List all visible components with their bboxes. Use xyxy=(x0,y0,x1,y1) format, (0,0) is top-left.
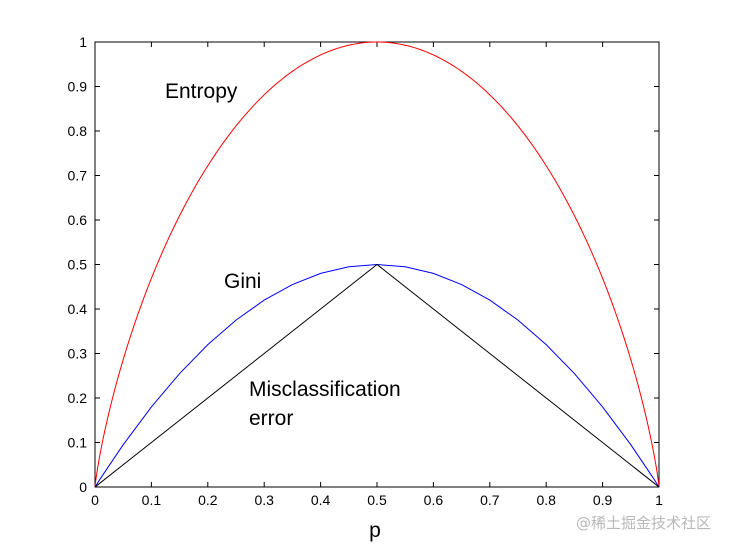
series-entropy xyxy=(94,41,660,488)
y-tick-label: 0 xyxy=(79,479,87,495)
x-tick-label: 0.8 xyxy=(536,492,556,508)
y-tick-label: 0.5 xyxy=(68,257,88,273)
x-tick-label: 0.2 xyxy=(198,492,218,508)
y-tick-label: 0.7 xyxy=(68,168,88,184)
y-tick-label: 0.3 xyxy=(68,346,88,362)
x-tick-label: 0.7 xyxy=(480,492,500,508)
y-tick-label: 0.1 xyxy=(68,435,88,451)
x-tick-label: 1 xyxy=(655,492,663,508)
annotation-misclassification: Misclassification xyxy=(249,378,401,401)
x-tick-label: 0 xyxy=(91,492,99,508)
watermark: @稀土掘金技术社区 xyxy=(576,514,712,532)
x-tick-label: 0.3 xyxy=(254,492,274,508)
x-tick-label: 0.9 xyxy=(593,492,613,508)
annotation-misclassification-error: error xyxy=(249,407,293,430)
y-tick-label: 0.8 xyxy=(68,123,88,139)
y-tick-label: 0.6 xyxy=(68,212,88,228)
y-tick-label: 0.2 xyxy=(68,390,88,406)
annotation-entropy: Entropy xyxy=(165,80,238,103)
series-misclassification-error xyxy=(94,263,660,488)
y-tick-label: 1 xyxy=(79,34,87,50)
annotation-gini: Gini xyxy=(224,270,261,293)
x-tick-label: 0.5 xyxy=(367,492,387,508)
y-tick-label: 0.4 xyxy=(68,301,88,317)
x-tick-label: 0.1 xyxy=(142,492,162,508)
x-axis-label: p xyxy=(369,519,381,542)
x-tick-label: 0.4 xyxy=(311,492,331,508)
x-tick-label: 0.6 xyxy=(424,492,444,508)
y-tick-label: 0.9 xyxy=(68,79,88,95)
